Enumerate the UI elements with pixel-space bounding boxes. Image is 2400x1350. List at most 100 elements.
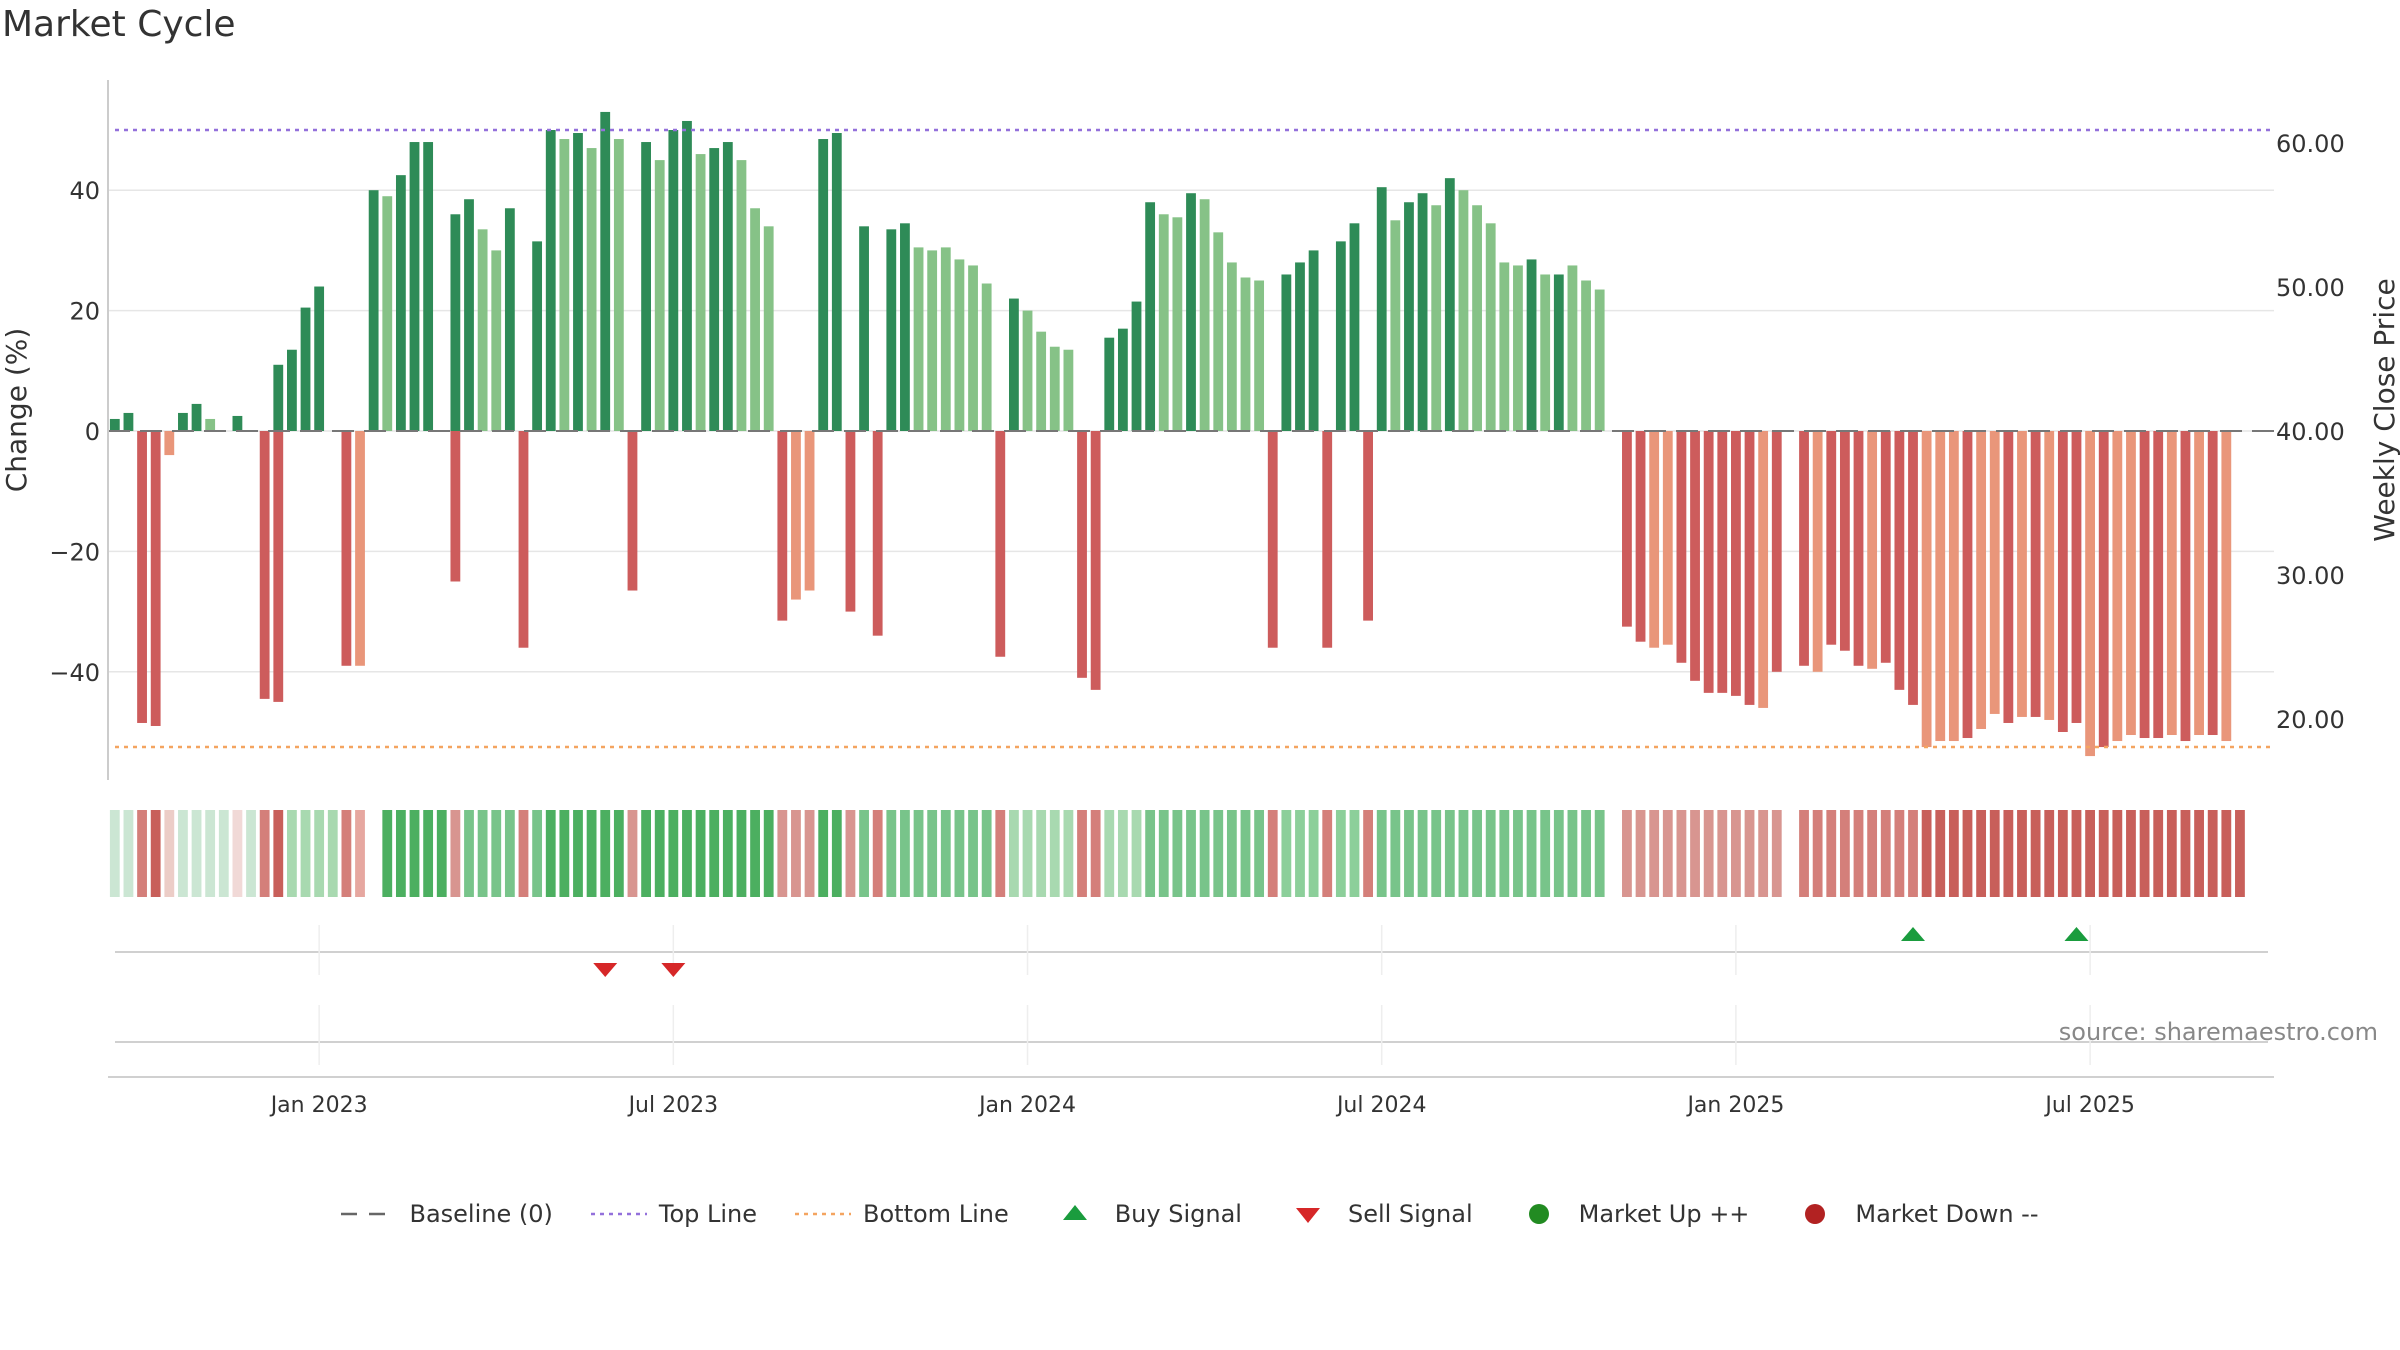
cycle-cell (2221, 810, 2232, 897)
cycle-cell (1009, 810, 1019, 897)
cycle-cell (1553, 810, 1564, 897)
cycle-cell (1690, 810, 1700, 897)
negative-bar (2030, 431, 2041, 717)
cycle-cell (981, 810, 992, 897)
negative-bar (1921, 431, 1932, 748)
triangle-down-icon (1295, 1208, 1320, 1223)
cycle-cell (1567, 810, 1578, 897)
y-tick-label: −40 (49, 659, 100, 687)
negative-bar (2071, 431, 2082, 723)
positive-bar (654, 160, 665, 431)
top-line-legend-icon (590, 1212, 647, 1216)
positive-bar (1226, 262, 1237, 431)
cycle-cell (1758, 810, 1769, 897)
legend-item-sell-signal[interactable]: Sell Signal (1280, 1200, 1473, 1228)
positive-bar (927, 250, 938, 431)
x-tick-label: Jul 2025 (2043, 1093, 2135, 1118)
cycle-cell (355, 810, 365, 897)
legend-item-buy-signal[interactable]: Buy Signal (1047, 1200, 1242, 1228)
legend-item-market-down[interactable]: Market Down -- (1787, 1200, 2039, 1228)
legend-label: Market Up ++ (1578, 1200, 1750, 1228)
cycle-cell (2126, 810, 2136, 897)
cycle-cell (327, 810, 338, 897)
bottom-line-legend-icon (795, 1212, 852, 1216)
positive-bar (1158, 214, 1169, 431)
positive-bar (1117, 328, 1128, 431)
positive-bar (1458, 190, 1469, 431)
positive-bar (1417, 193, 1428, 431)
legend-item-baseline[interactable]: Baseline (0) (341, 1200, 553, 1228)
x-tick-label: Jan 2023 (269, 1093, 368, 1118)
cycle-cell (1049, 810, 1060, 897)
cycle-cell (1744, 810, 1755, 897)
y2-tick-label: 20.00 (2276, 706, 2345, 734)
legend-item-bottom-line[interactable]: Bottom Line (795, 1200, 1009, 1228)
positive-bar (750, 208, 760, 431)
cycle-cell (600, 810, 611, 897)
negative-bar (1322, 431, 1333, 648)
legend-label: Sell Signal (1347, 1200, 1473, 1228)
cycle-cell (1799, 810, 1809, 897)
cycle-cell (1581, 810, 1591, 897)
negative-bar (995, 431, 1006, 657)
positive-bar (573, 133, 583, 431)
negative-bar (1976, 431, 1987, 729)
cycle-cell (573, 810, 583, 897)
cycle-cell (1117, 810, 1128, 897)
positive-bar (1131, 301, 1142, 431)
cycle-cell (464, 810, 474, 897)
positive-bar (763, 226, 774, 431)
positive-bar (1281, 274, 1292, 431)
positive-bar (1295, 262, 1305, 431)
positive-bar (1009, 298, 1019, 431)
positive-bar (491, 250, 502, 431)
positive-bar (1308, 250, 1319, 431)
cycle-cell (1540, 810, 1551, 897)
cycle-cell (1662, 810, 1673, 897)
negative-bar (259, 431, 270, 699)
positive-bar (1404, 202, 1414, 431)
cycle-cell (1295, 810, 1305, 897)
positive-bar (1145, 202, 1156, 431)
cycle-cell (2153, 810, 2164, 897)
positive-bar (205, 418, 216, 431)
cycle-cell (2071, 810, 2082, 897)
legend-label: Baseline (0) (409, 1200, 553, 1228)
positive-bar (641, 142, 651, 432)
cycle-cell (818, 810, 829, 897)
cycle-cell (1090, 810, 1101, 897)
positive-bar (477, 229, 488, 431)
positive-bar (954, 259, 965, 431)
cycle-cell (1308, 810, 1319, 897)
cycle-cell (123, 810, 134, 897)
cycle-cell (395, 810, 406, 897)
cycle-cell (2057, 810, 2068, 897)
negative-bar (1690, 431, 1700, 681)
cycle-cell (150, 810, 161, 897)
positive-bar (886, 229, 897, 431)
legend-item-market-up[interactable]: Market Up ++ (1511, 1200, 1750, 1228)
cycle-cell (940, 810, 951, 897)
negative-bar (1894, 431, 1905, 690)
cycle-cell (1948, 810, 1959, 897)
cycle-cell (2098, 810, 2109, 897)
negative-bar (1717, 431, 1728, 693)
positive-bar (1472, 205, 1482, 431)
negative-bar (1826, 431, 1837, 645)
legend-label: Buy Signal (1114, 1200, 1242, 1228)
legend-item-top-line[interactable]: Top Line (590, 1200, 757, 1228)
negative-bar (1867, 431, 1878, 669)
x-tick-label: Jan 2025 (1685, 1093, 1784, 1118)
cycle-cell (2044, 810, 2055, 897)
negative-bar (2180, 431, 2191, 742)
cycle-cell (137, 810, 147, 897)
source-label: source: sharemaestro.com (2059, 1018, 2378, 1046)
positive-bar (900, 223, 910, 431)
cycle-cell (1894, 810, 1905, 897)
negative-bar (1077, 431, 1087, 678)
negative-bar (1363, 431, 1373, 621)
negative-bar (845, 431, 856, 612)
cycle-cell (804, 810, 815, 897)
cycle-cell (1513, 810, 1523, 897)
